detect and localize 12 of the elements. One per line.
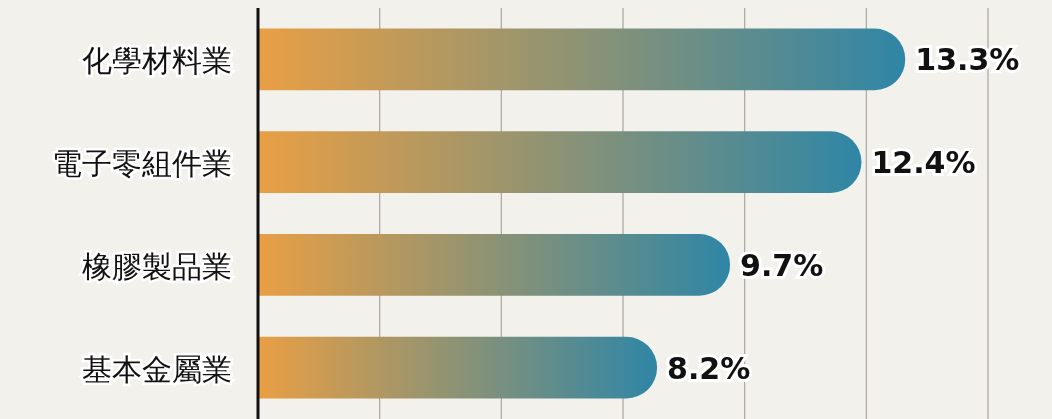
- bar: [258, 234, 731, 296]
- y-tick-label: 橡膠製品業: [82, 248, 232, 284]
- bar: [258, 28, 906, 91]
- bar: [258, 336, 658, 399]
- data-label: 13.3%: [915, 42, 1020, 78]
- data-label: 9.7%: [740, 247, 824, 283]
- data-label: 12.4%: [871, 145, 976, 181]
- data-label: 8.2%: [667, 350, 751, 386]
- y-tick-label: 化學材料業: [82, 43, 232, 79]
- y-tick-label: 基本金屬業: [82, 351, 232, 387]
- bar: [258, 131, 862, 193]
- y-tick-label: 電子零組件業: [52, 146, 232, 182]
